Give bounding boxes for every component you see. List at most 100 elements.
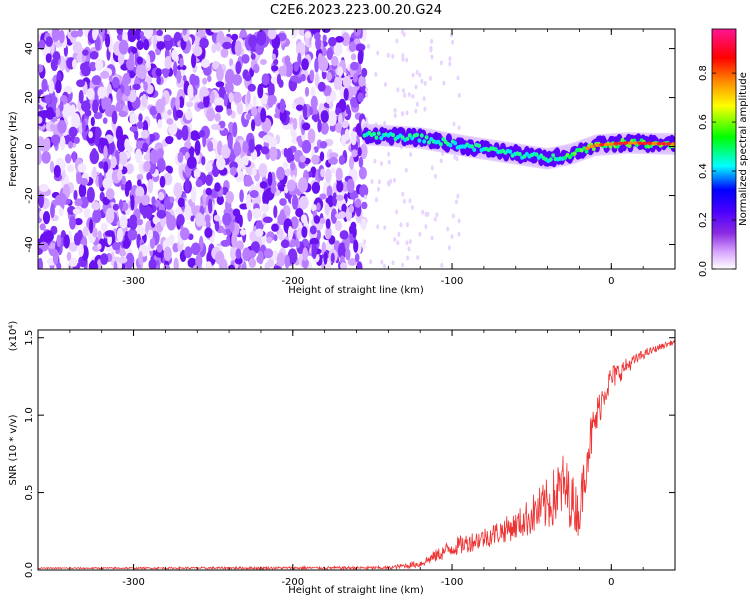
heatmap-cell bbox=[66, 251, 72, 262]
heatmap-cell bbox=[457, 92, 461, 98]
heatmap-cell bbox=[157, 119, 163, 129]
heatmap-cell bbox=[309, 225, 317, 235]
heatmap-cell bbox=[298, 195, 309, 210]
heatmap-cell bbox=[324, 203, 330, 216]
spectrogram-xlabel: Height of straight line (km) bbox=[288, 285, 424, 296]
heatmap-cell bbox=[342, 75, 352, 89]
heatmap-cell bbox=[377, 179, 381, 185]
heatmap-cell bbox=[353, 239, 359, 253]
heatmap-cell bbox=[141, 94, 148, 108]
heatmap-cell bbox=[77, 29, 84, 37]
heatmap-cell bbox=[424, 135, 429, 140]
heatmap-cell bbox=[337, 75, 343, 91]
heatmap-cell bbox=[195, 212, 204, 227]
heatmap-cell bbox=[168, 123, 178, 136]
heatmap-cell bbox=[39, 110, 50, 119]
heatmap-cell bbox=[148, 258, 157, 269]
heatmap-cell bbox=[414, 84, 418, 90]
heatmap-cell bbox=[129, 70, 136, 79]
heatmap-cell bbox=[455, 156, 459, 162]
heatmap-cell bbox=[125, 58, 135, 71]
heatmap-cell bbox=[203, 93, 210, 108]
heatmap-cell bbox=[176, 129, 183, 140]
heatmap-cell bbox=[433, 216, 437, 222]
heatmap-cell bbox=[103, 145, 108, 159]
heatmap-cell bbox=[257, 83, 264, 99]
heatmap-cell bbox=[411, 93, 415, 99]
heatmap-cell bbox=[211, 163, 217, 174]
heatmap-cell bbox=[95, 58, 104, 72]
heatmap-cell bbox=[252, 95, 257, 111]
heatmap-cell bbox=[304, 31, 312, 39]
colorbar-tick-label: 0.6 bbox=[698, 114, 709, 130]
heatmap-cell bbox=[164, 56, 172, 70]
heatmap-cell bbox=[354, 253, 360, 263]
heatmap-cell bbox=[121, 175, 126, 185]
heatmap-cell bbox=[352, 73, 358, 83]
heatmap-cell bbox=[204, 214, 211, 223]
heatmap-cell bbox=[424, 224, 428, 230]
heatmap-cell bbox=[248, 138, 255, 153]
heatmap-cell bbox=[142, 142, 149, 153]
heatmap-cell bbox=[422, 139, 427, 144]
heatmap-cell bbox=[210, 123, 221, 130]
heatmap-cell bbox=[360, 218, 367, 231]
heatmap-cell bbox=[239, 189, 244, 203]
heatmap-cell bbox=[326, 185, 333, 198]
heatmap-cell bbox=[298, 177, 308, 193]
heatmap-cell bbox=[261, 73, 270, 86]
heatmap-cell bbox=[231, 232, 238, 248]
heatmap-cell bbox=[405, 240, 409, 246]
heatmap-cell bbox=[255, 228, 264, 238]
heatmap-cell bbox=[69, 215, 76, 230]
heatmap-cell bbox=[548, 157, 553, 162]
heatmap-cell bbox=[102, 117, 108, 124]
heatmap-cell bbox=[295, 208, 304, 218]
heatmap-cell bbox=[163, 34, 172, 42]
heatmap-cell bbox=[434, 173, 437, 179]
heatmap-cell bbox=[81, 119, 86, 132]
heatmap-cell bbox=[410, 136, 415, 141]
heatmap-cell bbox=[333, 42, 343, 57]
heatmap-cell bbox=[107, 234, 112, 246]
heatmap-cell bbox=[251, 167, 257, 176]
heatmap-cell bbox=[201, 156, 206, 166]
heatmap-cell bbox=[104, 33, 111, 48]
heatmap-cell bbox=[440, 262, 444, 268]
heatmap-cell bbox=[325, 95, 332, 105]
heatmap-cell bbox=[50, 203, 55, 218]
heatmap-cell bbox=[129, 126, 138, 132]
heatmap-cell bbox=[232, 74, 243, 86]
heatmap-cell bbox=[52, 51, 61, 62]
heatmap-cell bbox=[270, 185, 277, 194]
heatmap-cell bbox=[340, 120, 349, 129]
heatmap-cell bbox=[194, 140, 201, 156]
heatmap-cell bbox=[319, 141, 328, 149]
heatmap-cell bbox=[414, 108, 418, 114]
heatmap-cell bbox=[44, 94, 51, 105]
heatmap-cell bbox=[100, 222, 108, 232]
heatmap-cell bbox=[186, 156, 197, 170]
heatmap-cell bbox=[68, 242, 78, 252]
heatmap-cell bbox=[140, 194, 150, 206]
heatmap-cell bbox=[211, 43, 217, 54]
heatmap-cell bbox=[146, 54, 151, 69]
heatmap-cell bbox=[415, 69, 419, 75]
spectrogram-ylabel: Frequency (Hz) bbox=[8, 111, 19, 187]
heatmap-cell bbox=[171, 49, 178, 61]
heatmap-cell bbox=[359, 184, 369, 198]
heatmap-cell bbox=[314, 32, 321, 41]
heatmap-cell bbox=[190, 242, 201, 256]
heatmap-cell bbox=[293, 97, 304, 105]
heatmap-cell bbox=[637, 141, 643, 145]
heatmap-cell bbox=[376, 50, 380, 56]
heatmap-cell bbox=[296, 227, 303, 240]
heatmap-cell bbox=[111, 110, 118, 125]
heatmap-cell bbox=[341, 134, 347, 146]
heatmap-cell bbox=[184, 204, 192, 221]
heatmap-cell bbox=[567, 154, 572, 160]
heatmap-cell bbox=[88, 61, 97, 72]
heatmap-cell bbox=[350, 61, 359, 71]
heatmap-cell bbox=[661, 142, 667, 146]
colorbar-tick-label: 0.8 bbox=[698, 65, 709, 81]
